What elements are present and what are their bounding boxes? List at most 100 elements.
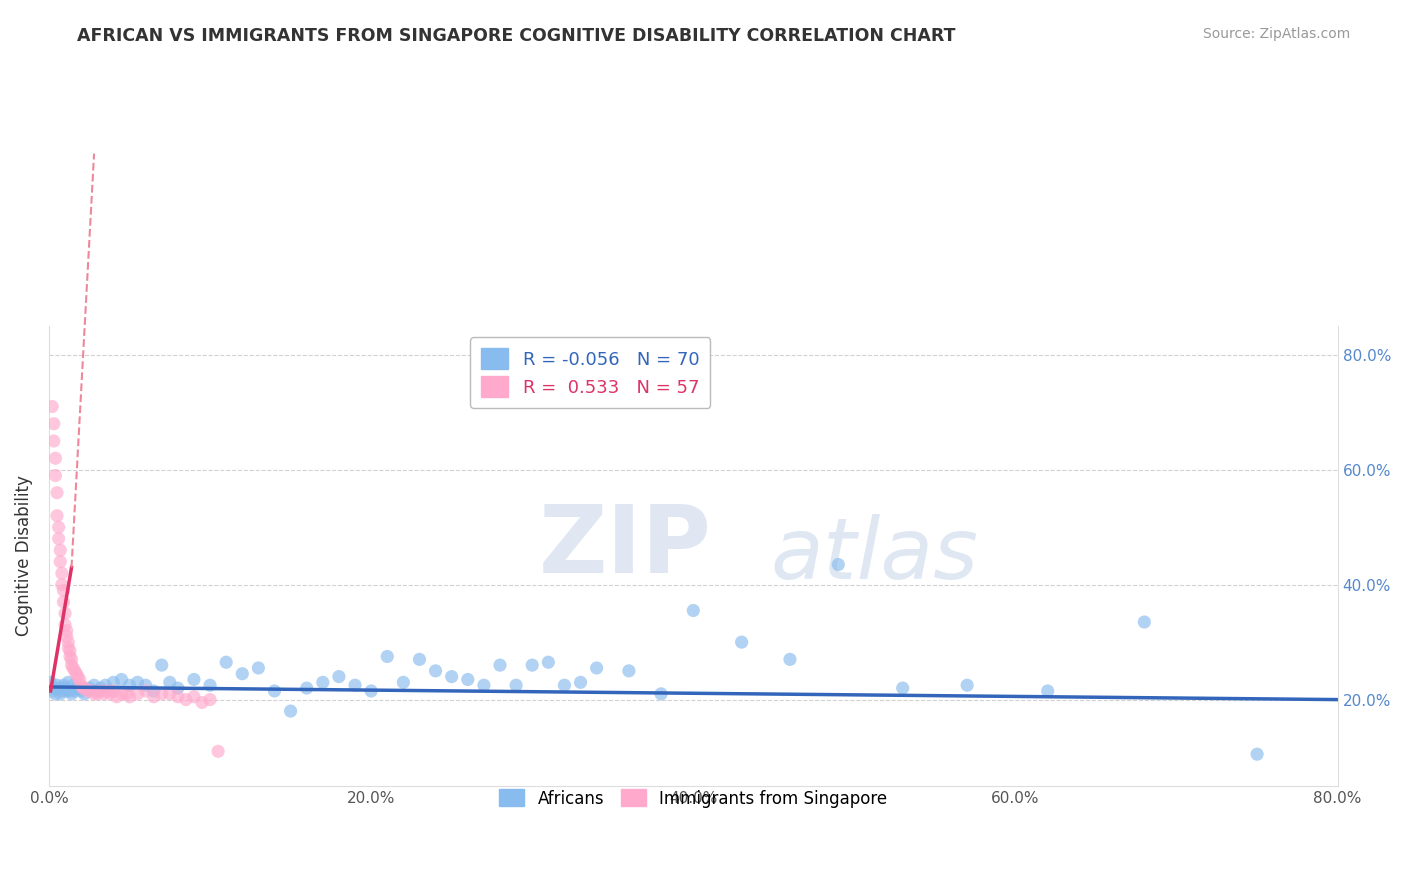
Point [49, 555, 72, 569]
Point [55, 684, 77, 698]
Point [89, 681, 111, 695]
Point [98, 687, 121, 701]
Point [159, 675, 181, 690]
Point [89, 684, 111, 698]
Point [135, 684, 157, 698]
Point [49, 687, 72, 701]
Point [440, 670, 463, 684]
Point [59, 649, 82, 664]
Point [70, 678, 93, 692]
Point [142, 684, 165, 698]
Point [69, 673, 91, 687]
Y-axis label: Cognitive Disability: Cognitive Disability [15, 475, 32, 636]
Point [55, 624, 77, 638]
Point [956, 678, 979, 692]
Point [83, 687, 105, 701]
Point [83, 678, 105, 692]
Point [1246, 747, 1268, 761]
Point [41, 400, 63, 414]
Point [779, 652, 801, 666]
Point [72, 681, 94, 695]
Point [191, 696, 214, 710]
Point [425, 664, 447, 678]
Point [58, 675, 80, 690]
Point [52, 583, 75, 598]
Point [103, 684, 125, 698]
Point [42, 434, 65, 448]
Point [51, 566, 73, 581]
Point [344, 678, 367, 692]
Point [408, 652, 430, 666]
Point [231, 666, 253, 681]
Point [472, 678, 495, 692]
Text: ZIP: ZIP [538, 500, 711, 593]
Point [44, 468, 66, 483]
Point [39, 675, 62, 690]
Point [328, 670, 350, 684]
Point [66, 670, 89, 684]
Point [198, 678, 221, 692]
Point [505, 678, 527, 692]
Text: Source: ZipAtlas.com: Source: ZipAtlas.com [1202, 27, 1350, 41]
Point [392, 675, 415, 690]
Point [60, 687, 83, 701]
Point [489, 658, 512, 673]
Point [650, 687, 672, 701]
Point [52, 595, 75, 609]
Point [93, 687, 115, 701]
Point [58, 640, 80, 655]
Point [127, 687, 149, 701]
Point [150, 687, 173, 701]
Point [183, 673, 205, 687]
Point [41, 684, 63, 698]
Point [263, 684, 285, 698]
Point [52, 678, 75, 692]
Point [59, 684, 82, 698]
Point [46, 678, 69, 692]
Point [44, 451, 66, 466]
Point [110, 687, 132, 701]
Point [63, 664, 86, 678]
Point [118, 678, 141, 692]
Point [46, 508, 69, 523]
Point [53, 681, 76, 695]
Point [48, 681, 70, 695]
Point [537, 655, 560, 669]
Point [553, 678, 575, 692]
Point [65, 666, 87, 681]
Point [682, 603, 704, 617]
Point [118, 690, 141, 704]
Point [166, 690, 188, 704]
Legend: Africans, Immigrants from Singapore: Africans, Immigrants from Singapore [492, 782, 894, 814]
Point [48, 520, 70, 534]
Point [569, 675, 592, 690]
Point [62, 678, 84, 692]
Point [53, 607, 76, 621]
Point [44, 687, 66, 701]
Point [53, 618, 76, 632]
Point [135, 678, 157, 692]
Point [280, 704, 302, 718]
Point [174, 692, 197, 706]
Point [360, 684, 382, 698]
Point [247, 661, 270, 675]
Point [183, 690, 205, 704]
Point [110, 673, 132, 687]
Point [891, 681, 914, 695]
Point [80, 684, 103, 698]
Point [522, 658, 544, 673]
Point [827, 558, 849, 572]
Point [51, 577, 73, 591]
Point [42, 417, 65, 431]
Point [76, 684, 98, 698]
Point [295, 681, 318, 695]
Point [49, 543, 72, 558]
Point [166, 681, 188, 695]
Text: atlas: atlas [770, 515, 979, 598]
Point [585, 661, 607, 675]
Point [312, 675, 335, 690]
Point [58, 635, 80, 649]
Point [59, 644, 82, 658]
Point [86, 687, 108, 701]
Point [46, 485, 69, 500]
